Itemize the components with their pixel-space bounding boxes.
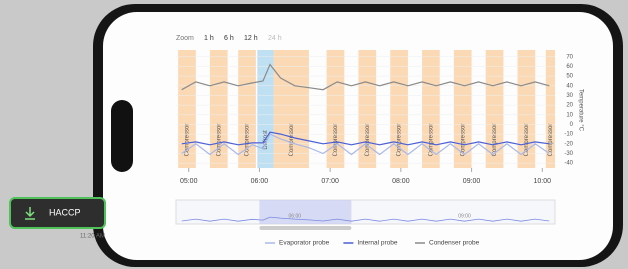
y-tick-label: -10 bbox=[564, 132, 573, 138]
x-tick-label: 08:00 bbox=[392, 178, 410, 185]
x-tick-label: 05:00 bbox=[180, 178, 198, 185]
navigator-label: 06:00 bbox=[289, 213, 302, 219]
band-label: Compressor bbox=[365, 124, 371, 157]
band-label: Compressor bbox=[333, 124, 339, 157]
navigator-label: 09:00 bbox=[458, 213, 471, 219]
zoom-option[interactable]: 6 h bbox=[224, 35, 234, 42]
y-tick-label: 70 bbox=[566, 54, 573, 60]
navigator-window[interactable] bbox=[259, 200, 351, 224]
band-label: Compressor bbox=[216, 124, 222, 157]
y-tick-label: 60 bbox=[566, 64, 573, 70]
haccp-label[interactable]: HACCP bbox=[49, 207, 81, 217]
x-tick-label: 06:00 bbox=[251, 178, 269, 185]
legend-label[interactable]: Condenser probe bbox=[429, 240, 480, 247]
band-label: Compressor bbox=[289, 124, 295, 157]
y-tick-label: 40 bbox=[566, 83, 573, 89]
legend-label[interactable]: Evaporator probe bbox=[279, 240, 330, 247]
y-tick-label: -20 bbox=[564, 141, 573, 147]
screenshot: Zoom HACCP 11:20 AM 1 h 6 h 12 h 24 h Compre… bbox=[0, 0, 628, 269]
x-tick-label: 07:00 bbox=[321, 178, 339, 185]
y-tick-label: 30 bbox=[566, 93, 573, 99]
x-tick-label: 10:00 bbox=[534, 178, 552, 185]
band-label: Compressor bbox=[397, 124, 403, 157]
x-tick-label: 09:00 bbox=[463, 178, 481, 185]
zoom-option[interactable]: 1 h bbox=[204, 35, 214, 42]
y-tick-label: -40 bbox=[564, 161, 573, 167]
zoom-option[interactable]: 24 h bbox=[268, 35, 282, 42]
scrollbar[interactable] bbox=[259, 226, 351, 230]
time-label: 11:20 AM bbox=[80, 234, 105, 240]
legend-label[interactable]: Internal probe bbox=[357, 240, 397, 247]
band-label: Compressor bbox=[245, 124, 251, 157]
camera-island bbox=[111, 100, 133, 172]
y-tick-label: 20 bbox=[566, 103, 573, 109]
y-axis-title: Temperature °C bbox=[577, 89, 583, 132]
band-label: Compressor bbox=[548, 124, 554, 157]
y-tick-label: 50 bbox=[566, 74, 573, 80]
y-tick-label: -30 bbox=[564, 151, 573, 157]
zoom-option[interactable]: 12 h bbox=[244, 35, 258, 42]
y-tick-label: 10 bbox=[566, 112, 573, 118]
zoom-label: Zoom bbox=[176, 35, 194, 42]
